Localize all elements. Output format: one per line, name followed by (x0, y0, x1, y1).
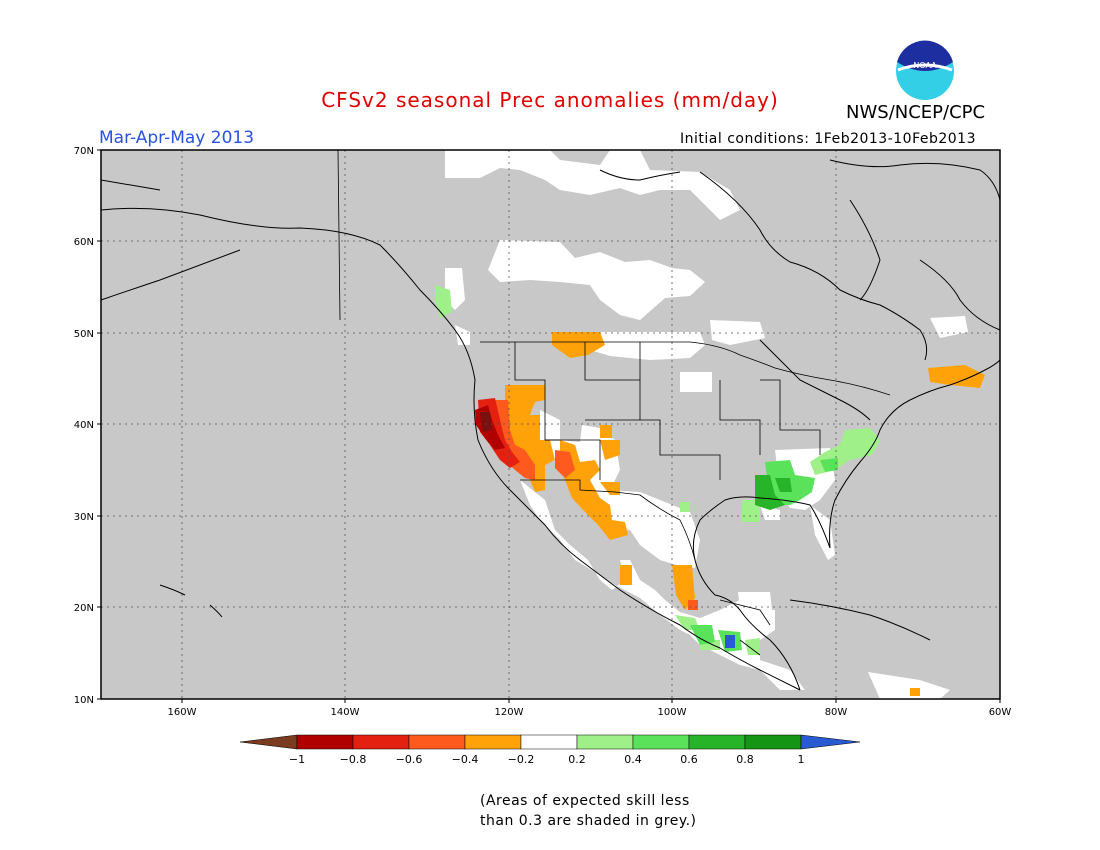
lat-label: 10N (74, 695, 94, 706)
lat-label: 70N (74, 146, 94, 157)
colorbar-tick-label: −0.6 (396, 753, 423, 766)
colorbar-tick-label: −0.2 (508, 753, 535, 766)
coastlines (100, 159, 1001, 691)
colorbar-tick-label: −0.8 (340, 753, 367, 766)
lat-label: 30N (74, 512, 94, 523)
colorbar-tick-label: 0.2 (568, 753, 586, 766)
lon-label: 160W (168, 707, 197, 718)
colorbar-tick-label: −0.4 (452, 753, 479, 766)
noaa-logo: NOAA (896, 40, 954, 100)
colorbar-tick-label: −1 (289, 753, 305, 766)
colorbar-left-arrow (239, 734, 298, 750)
negative-anomaly-extreme (480, 412, 492, 432)
negative-anomaly-moderate (492, 400, 698, 610)
initial-conditions-label: Initial conditions: 1Feb2013-10Feb2013 (680, 131, 976, 147)
skill-note-line: than 0.3 are shaded in grey.) (480, 813, 697, 829)
lon-label: 140W (331, 707, 360, 718)
lat-label: 50N (74, 329, 94, 340)
colorbar-segment (296, 734, 354, 750)
colorbar-tick-label: 0.4 (624, 753, 642, 766)
lat-label: 60N (74, 237, 94, 248)
colorbar-segment (408, 734, 466, 750)
colorbar-tick-label: 0.8 (736, 753, 754, 766)
latitude-labels: 70N 60N 50N 40N 30N 20N 10N (74, 146, 94, 706)
lon-label: 60W (989, 707, 1012, 718)
positive-anomaly-extreme (725, 635, 735, 648)
organization-label: NWS/NCEP/CPC (846, 102, 986, 123)
lat-label: 20N (74, 603, 94, 614)
svg-text:NOAA: NOAA (913, 61, 937, 70)
colorbar-segment (744, 734, 802, 750)
colorbar-segment (688, 734, 746, 750)
map-panel (97, 149, 1001, 703)
longitude-labels: 160W 140W 120W 100W 80W 60W (168, 707, 1012, 718)
skill-note-line: (Areas of expected skill less (480, 793, 690, 809)
lon-label: 100W (658, 707, 687, 718)
colorbar: −1 −0.8 −0.6 −0.4 −0.2 0.2 0.4 0.6 0.8 1 (239, 734, 861, 766)
political-borders (337, 149, 891, 656)
chart-title: CFSv2 seasonal Prec anomalies (mm/day) (321, 88, 779, 112)
colorbar-segment (576, 734, 634, 750)
colorbar-segment (632, 734, 690, 750)
colorbar-segment (520, 734, 578, 750)
colorbar-tick-label: 1 (798, 753, 805, 766)
lon-label: 80W (825, 707, 848, 718)
lat-label: 40N (74, 420, 94, 431)
skill-note: (Areas of expected skill less than 0.3 a… (480, 791, 697, 831)
colorbar-segment (352, 734, 410, 750)
colorbar-right-arrow (800, 734, 861, 750)
colorbar-segment (464, 734, 522, 750)
positive-anomaly-strong (755, 475, 792, 510)
lon-label: 120W (495, 707, 524, 718)
season-label: Mar-Apr-May 2013 (99, 128, 255, 148)
colorbar-tick-label: 0.6 (680, 753, 698, 766)
axis-ticks (97, 149, 1001, 703)
